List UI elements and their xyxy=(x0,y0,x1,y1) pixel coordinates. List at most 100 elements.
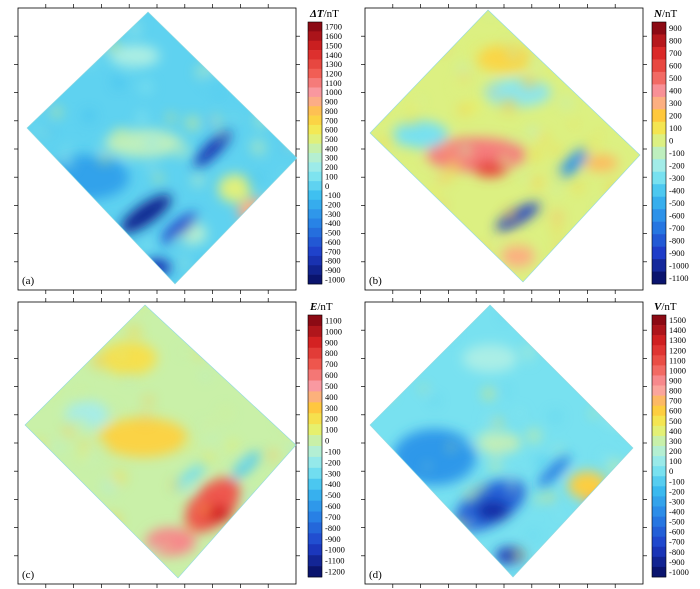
panel-label: (b) xyxy=(369,275,382,287)
anomaly-speckle xyxy=(489,87,498,96)
anomaly-speckle xyxy=(51,106,63,118)
colorbar-tick-label: -800 xyxy=(325,256,341,266)
colorbar-tick-label: 800 xyxy=(669,386,682,396)
anomaly-speckle xyxy=(190,173,206,188)
colorbar-tick-label: 1400 xyxy=(325,50,342,60)
anomaly-speckle xyxy=(549,410,562,424)
colorbar-swatch xyxy=(652,246,666,260)
anomaly-speckle xyxy=(195,66,207,78)
colorbar-frame xyxy=(307,21,323,285)
anomaly-negative-west xyxy=(392,120,449,149)
colorbar-swatch xyxy=(308,522,322,534)
anomaly-speckle xyxy=(248,175,260,186)
colorbar-swatch xyxy=(308,369,322,381)
colorbar-tick-label: -1000 xyxy=(669,260,689,270)
anomaly-speckle xyxy=(531,176,544,189)
anomaly-speckle xyxy=(199,504,211,516)
anomaly-negative-band xyxy=(537,454,571,488)
colorbar-swatch xyxy=(308,347,322,359)
colorbar-swatch xyxy=(308,566,322,578)
colorbar-title: N/nT xyxy=(653,8,678,20)
colorbar-tick-label: 1500 xyxy=(325,40,342,50)
colorbar-tick-label: -200 xyxy=(325,199,341,209)
colorbar-swatch xyxy=(308,143,322,154)
colorbar-tick-label: 900 xyxy=(669,376,682,386)
colorbar-tick-label: -800 xyxy=(669,547,685,557)
colorbar-tick-label: 500 xyxy=(325,134,338,144)
anomaly-speckle xyxy=(550,144,561,156)
anomaly-speckle xyxy=(71,417,88,434)
survey-area xyxy=(370,10,640,282)
colorbar-swatch xyxy=(652,171,666,185)
panel-a: (a)1700160015001400130012001100100090080… xyxy=(14,4,345,294)
anomaly-speckle xyxy=(111,469,127,485)
anomaly-speckle xyxy=(117,350,126,359)
colorbar: 1500140013001200110010009008007006005004… xyxy=(651,301,689,578)
anomaly-speckle xyxy=(501,387,509,395)
anomaly-speckle xyxy=(79,439,90,450)
anomaly-speckle xyxy=(500,97,517,114)
anomaly-speckle xyxy=(462,487,479,504)
colorbar-swatch xyxy=(652,96,666,110)
anomaly-speckle xyxy=(451,79,467,95)
colorbar-tick-label: 1100 xyxy=(325,315,342,325)
colorbar-tick-label: -1000 xyxy=(669,567,689,577)
colorbar-tick-label: 900 xyxy=(669,23,682,33)
colorbar-tick-label: 100 xyxy=(669,123,682,133)
anomaly-speckle xyxy=(514,238,523,247)
colorbar-tick-label: -700 xyxy=(325,246,341,256)
anomaly-speckle xyxy=(153,173,164,183)
colorbar-title: V/nT xyxy=(654,301,677,313)
anomaly-speckle xyxy=(144,135,160,151)
anomaly-speckle xyxy=(430,396,440,405)
colorbar-tick-label: -1200 xyxy=(325,567,345,577)
colorbar-tick-label: 700 xyxy=(325,115,338,125)
anomaly-speckle xyxy=(446,143,454,151)
colorbar-swatch xyxy=(308,500,322,512)
colorbar-swatch xyxy=(652,221,666,235)
colorbar: 900 800 700 600 500 400 300 200 100 0 -100 -200 -300… xyxy=(651,8,689,285)
anomaly-speckle xyxy=(250,139,267,156)
colorbar-swatch xyxy=(652,365,666,376)
colorbar-tick-label: 1300 xyxy=(325,59,342,69)
colorbar-tick-label: 100 xyxy=(325,425,338,435)
anomaly-speckle xyxy=(204,430,220,446)
colorbar-tick-label: -600 xyxy=(325,501,341,511)
colorbar-tick-label: -900 xyxy=(669,557,685,567)
colorbar-tick-label: 1300 xyxy=(669,335,686,345)
colorbar-tick-label: 1000 xyxy=(669,365,686,375)
anomaly-speckle xyxy=(179,258,189,268)
colorbar-swatch xyxy=(308,246,322,257)
colorbar-swatch xyxy=(652,159,666,173)
colorbar-tick-label: 1200 xyxy=(325,68,342,78)
anomaly-speckle xyxy=(186,524,194,533)
colorbar-swatch xyxy=(308,115,322,126)
colorbar-swatch xyxy=(308,50,322,60)
colorbar-swatch xyxy=(308,171,322,182)
colorbar-swatch xyxy=(652,496,666,507)
anomaly-speckle xyxy=(529,531,537,540)
colorbar-tick-label: -200 xyxy=(669,160,685,170)
colorbar: 1700160015001400130012001100100090080070… xyxy=(307,8,345,285)
colorbar-tick-label: -800 xyxy=(325,523,341,533)
anomaly-positive-pink xyxy=(473,160,507,178)
anomaly-positive-north xyxy=(462,344,518,373)
colorbar-tick-label: 900 xyxy=(325,97,338,107)
anomaly-speckle xyxy=(170,480,180,490)
anomaly-speckle xyxy=(166,113,176,123)
colorbar-swatch xyxy=(308,209,322,219)
colorbar-tick-label: -300 xyxy=(325,468,341,478)
anomaly-speckle xyxy=(113,127,126,141)
colorbar-swatch xyxy=(652,22,666,35)
colorbar-swatch xyxy=(308,153,322,163)
anomaly-speckle xyxy=(64,143,74,153)
colorbar-swatch xyxy=(652,486,666,497)
colorbar-swatch xyxy=(308,31,322,42)
anomaly-speckle xyxy=(405,114,417,126)
colorbar-tick-label: -700 xyxy=(325,512,341,522)
anomaly-speckle xyxy=(214,88,224,98)
colorbar-swatch xyxy=(652,184,666,197)
anomaly-speckle xyxy=(125,374,134,383)
colorbar-tick-label: -300 xyxy=(669,173,685,183)
